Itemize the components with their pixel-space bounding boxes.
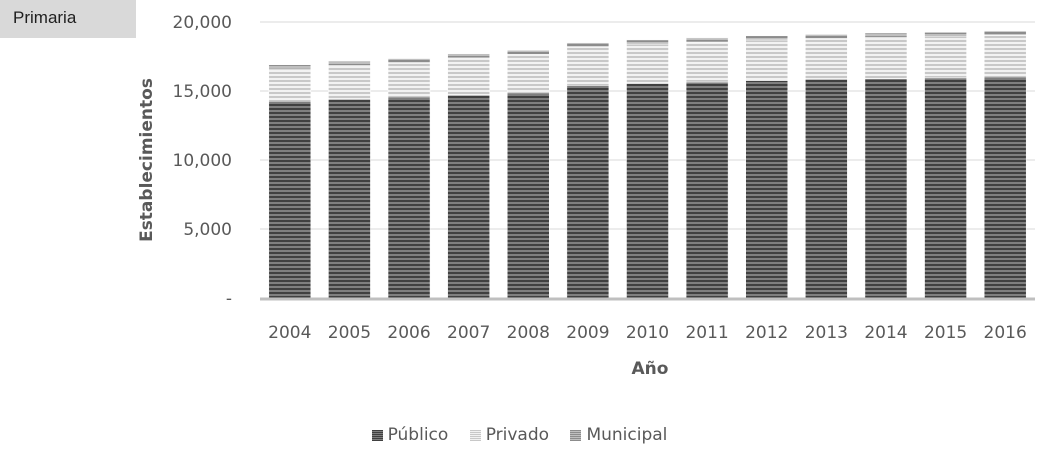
- bar-publico-2012: [745, 80, 788, 299]
- legend-swatch-publico: [371, 429, 383, 441]
- bar-publico-2009: [566, 85, 610, 299]
- bar-privado-2013: [805, 38, 848, 80]
- bar-publico-2015: [924, 77, 967, 299]
- bar-publico-2004: [268, 101, 312, 299]
- x-tick-label: 2012: [745, 323, 788, 343]
- legend-swatch-municipal: [570, 429, 582, 441]
- bar-privado-2006: [387, 62, 431, 98]
- x-tick-label: 2008: [507, 323, 550, 343]
- bar-privado-2012: [745, 39, 788, 81]
- bar-municipal-2005: [328, 61, 371, 66]
- bar-privado-2004: [268, 68, 312, 102]
- x-tick-label: 2014: [864, 323, 907, 343]
- legend-label-publico: Público: [387, 425, 449, 445]
- bar-publico-2005: [328, 99, 371, 299]
- legend-item-privado: Privado: [469, 425, 550, 445]
- bar-publico-2008: [507, 92, 550, 299]
- y-tick-label: 20,000: [173, 13, 232, 33]
- chart-tag-label: Primaria: [13, 8, 77, 27]
- bar-municipal-2014: [864, 32, 908, 38]
- bar-municipal-2004: [268, 64, 312, 70]
- legend-label-municipal: Municipal: [586, 425, 668, 445]
- bar-publico-2014: [864, 78, 908, 299]
- bars: [268, 30, 1027, 299]
- bar-municipal-2015: [924, 32, 967, 37]
- x-axis-label: Año: [632, 359, 669, 379]
- bar-publico-2013: [805, 79, 848, 299]
- y-tick-label: 5,000: [183, 220, 232, 240]
- bar-publico-2010: [626, 83, 669, 299]
- bar-municipal-2007: [447, 53, 490, 59]
- bar-privado-2009: [566, 46, 610, 86]
- legend-swatch-privado: [469, 429, 481, 441]
- x-tick-label: 2011: [685, 323, 728, 343]
- bar-privado-2005: [328, 65, 371, 100]
- bar-privado-2016: [983, 34, 1027, 78]
- y-tick-label: 10,000: [173, 151, 232, 171]
- bar-municipal-2010: [626, 39, 669, 45]
- bar-municipal-2016: [983, 30, 1027, 36]
- legend: Público Privado Municipal: [0, 425, 1039, 446]
- x-tick-label: 2016: [984, 323, 1027, 343]
- x-tick-label: 2006: [387, 323, 430, 343]
- bar-privado-2014: [864, 36, 908, 79]
- bar-municipal-2012: [745, 35, 788, 41]
- x-tick-label: 2010: [626, 323, 669, 343]
- y-axis-ticks: - 5,000 10,000 15,000 20,000: [173, 13, 232, 309]
- chart-tag: Primaria: [0, 0, 136, 38]
- bar-privado-2007: [447, 57, 490, 96]
- x-tick-label: 2013: [805, 323, 848, 343]
- x-tick-label: 2005: [328, 323, 371, 343]
- x-axis-ticks: 2004 2005 2006 2007 2008 2009 2010 2011 2012 2013…: [268, 323, 1027, 343]
- x-tick-label: 2015: [924, 323, 967, 343]
- x-tick-label: 2004: [268, 323, 311, 343]
- bar-publico-2007: [447, 94, 490, 299]
- bar-municipal-2006: [387, 58, 431, 63]
- bar-privado-2015: [924, 36, 967, 79]
- bar-publico-2011: [685, 81, 729, 299]
- legend-item-publico: Público: [371, 425, 449, 445]
- bar-privado-2008: [507, 54, 550, 94]
- bar-municipal-2009: [566, 42, 610, 48]
- y-axis-label: Establecimientos: [137, 78, 157, 242]
- legend-label-privado: Privado: [485, 425, 550, 445]
- bar-publico-2016: [983, 76, 1027, 299]
- legend-item-municipal: Municipal: [570, 425, 667, 445]
- x-tick-label: 2009: [566, 323, 609, 343]
- bar-privado-2010: [626, 43, 669, 84]
- bar-municipal-2008: [507, 50, 550, 55]
- x-tick-label: 2007: [447, 323, 490, 343]
- bar-privado-2011: [685, 41, 729, 83]
- bar-municipal-2013: [805, 34, 848, 39]
- bar-publico-2006: [387, 96, 431, 299]
- y-tick-label: -: [226, 289, 232, 309]
- y-tick-label: 15,000: [173, 82, 232, 102]
- bar-municipal-2011: [685, 37, 729, 43]
